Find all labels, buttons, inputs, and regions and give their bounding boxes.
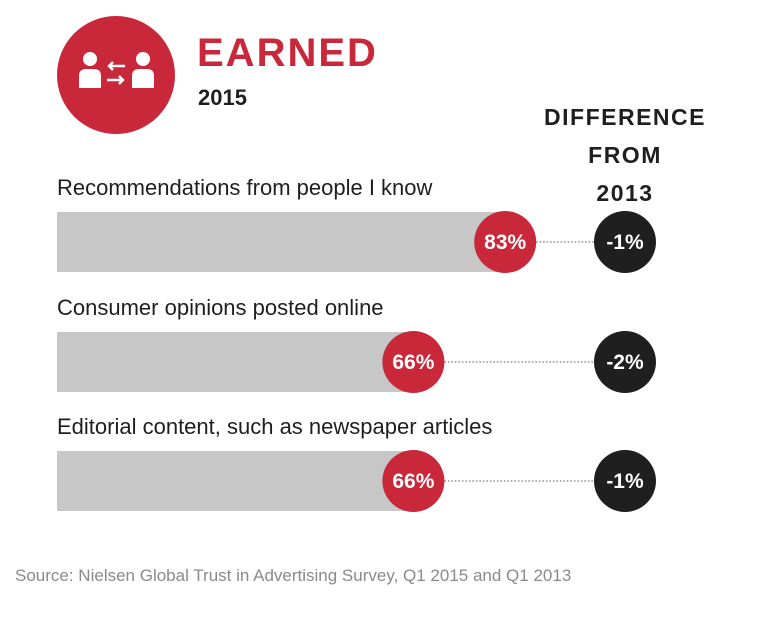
difference-label: -2% xyxy=(606,351,644,374)
bar xyxy=(57,332,414,392)
source-note: Source: Nielsen Global Trust in Advertis… xyxy=(15,566,572,585)
bar xyxy=(57,212,506,272)
category-label: Consumer opinions posted online xyxy=(57,295,384,320)
value-label: 66% xyxy=(392,351,434,374)
difference-bubble xyxy=(594,211,656,273)
value-bubble xyxy=(382,450,445,512)
difference-column-heading: DIFFERENCE FROM 2013 xyxy=(544,104,706,206)
value-bubble xyxy=(382,331,445,393)
value-bubble xyxy=(474,211,537,273)
difference-bubble xyxy=(594,450,656,512)
page-subtitle-year: 2015 xyxy=(198,85,247,110)
category-label: Recommendations from people I know xyxy=(57,175,433,200)
people-exchange-icon xyxy=(57,16,175,134)
category-label: Editorial content, such as newspaper art… xyxy=(57,414,493,439)
difference-label: -1% xyxy=(606,231,644,254)
bar xyxy=(57,451,414,511)
difference-label: -1% xyxy=(606,470,644,493)
difference-bubble xyxy=(594,331,656,393)
value-label: 83% xyxy=(484,231,526,254)
page-title: EARNED xyxy=(197,31,378,75)
value-label: 66% xyxy=(392,470,434,493)
